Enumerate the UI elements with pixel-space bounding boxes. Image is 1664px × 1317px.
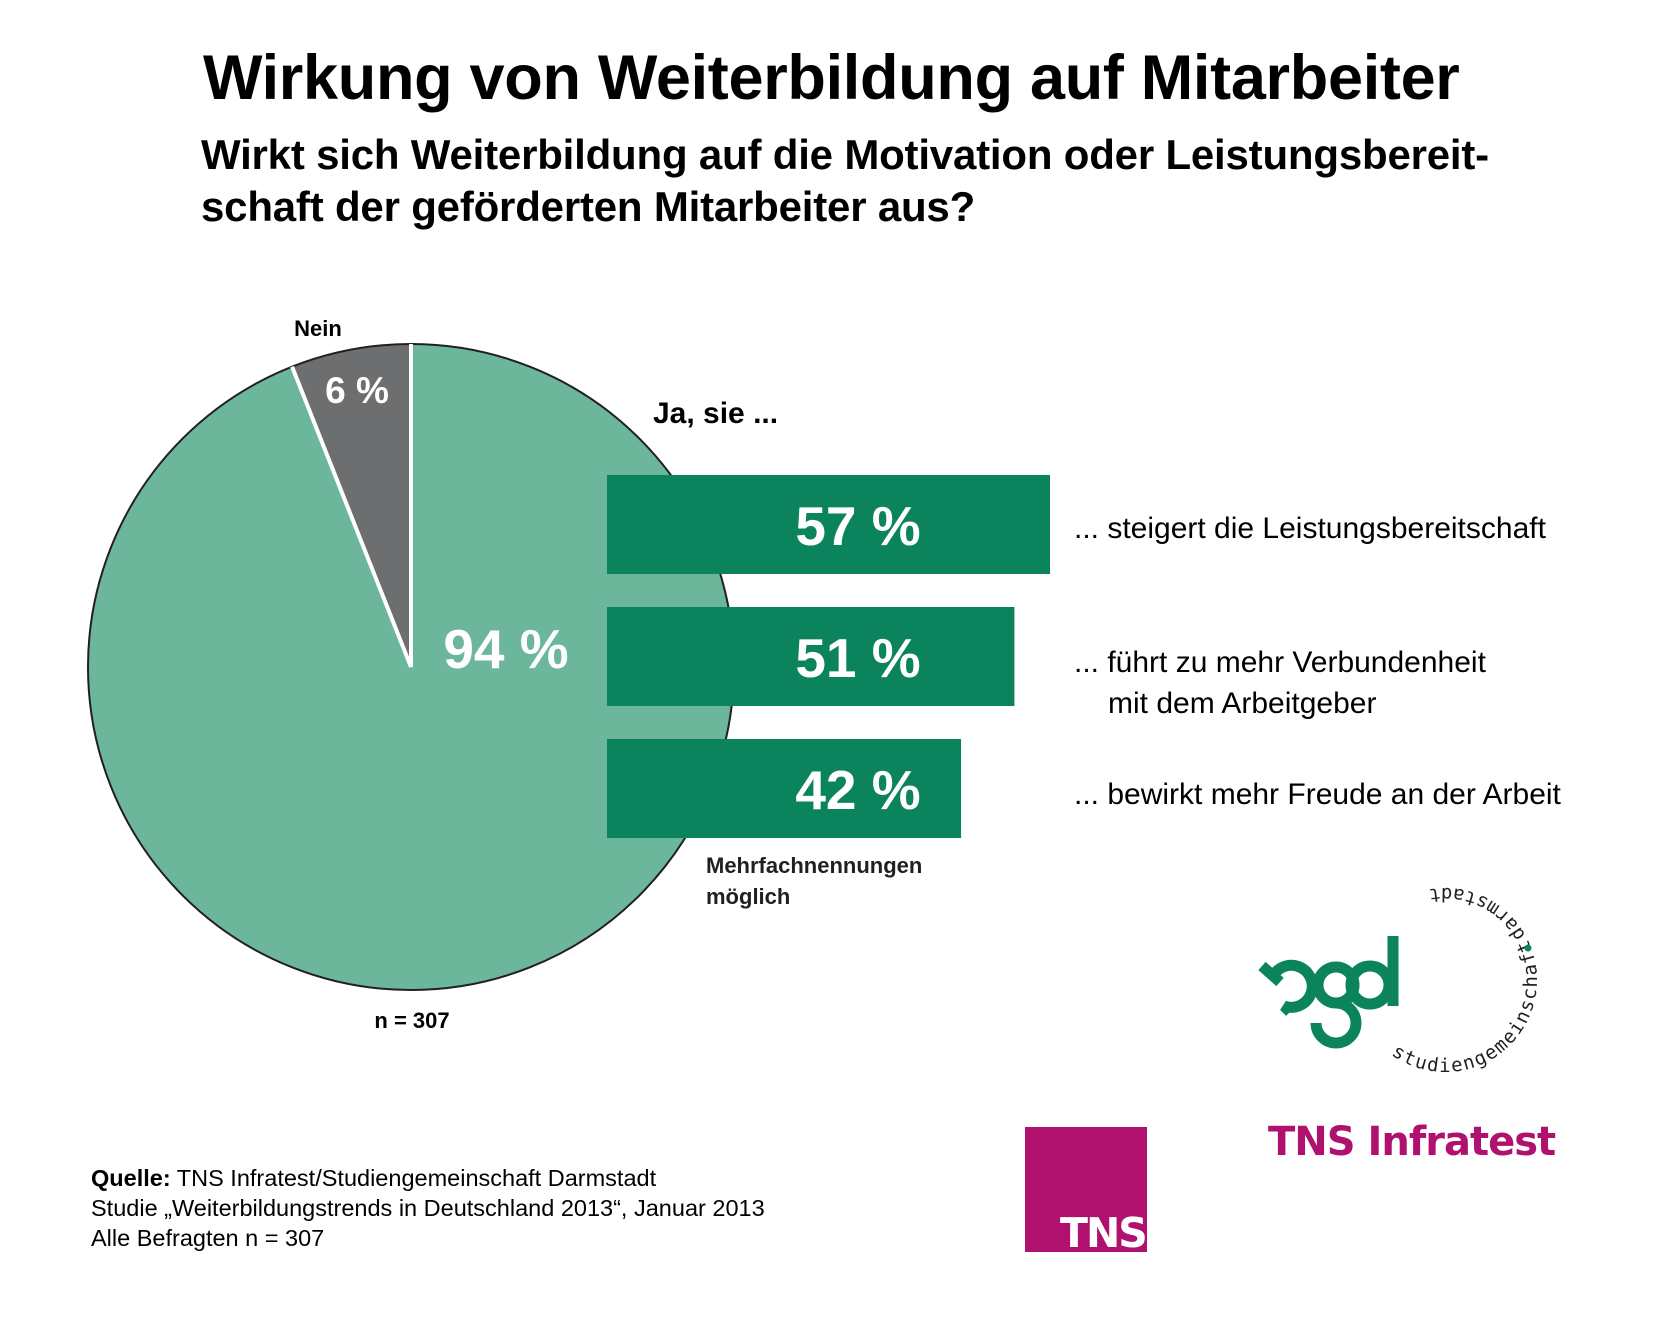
bar-value-label-2: 51 % (795, 627, 920, 689)
bar-category-label-2-line-1: ... führt zu mehr Verbundenheit (1074, 646, 1486, 679)
sgd-ring-text-top: darmstadt (1426, 883, 1530, 945)
sample-size-label: n = 307 (374, 1008, 449, 1033)
tns-logo-text: TNS (1060, 1209, 1148, 1257)
bar-group-header: Ja, sie ... (653, 397, 778, 430)
bar-category-label-3-line-1: ... bewirkt mehr Freude an der Arbeit (1074, 778, 1561, 811)
footer-source: Quelle: TNS Infratest/Studiengemeinschaf… (91, 1163, 656, 1193)
pie-value-label-yes: 94 % (443, 618, 568, 680)
sgd-ring-text-bottom: studiengemeinschaft (1388, 935, 1542, 1077)
pie-value-label-no: 6 % (325, 370, 389, 411)
bar-category-label-1: ... steigert die Leistungsbereitschaft (1074, 508, 1546, 549)
footer-source-label: Quelle: (91, 1165, 171, 1191)
bar-category-label-2: ... führt zu mehr Verbundenheit mit dem … (1074, 642, 1486, 724)
sgd-logo: studiengemeinschaft darmstadt (1258, 883, 1542, 1077)
bar-category-label-1-line-1: ... steigert die Leistungsbereitschaft (1074, 512, 1546, 545)
bar-value-label-1: 57 % (795, 495, 920, 557)
sgd-letters-icon (1258, 936, 1399, 1049)
bar-chart: 57 % 51 % 42 % (607, 475, 1051, 838)
chart-subtitle-line-2: schaft der geförderten Mitarbeiter aus? (201, 183, 976, 230)
tns-logo-box (1025, 1127, 1147, 1252)
footer-source-text: TNS Infratest/Studiengemeinschaft Darmst… (170, 1165, 657, 1191)
footer-respondents: Alle Befragten n = 307 (91, 1225, 325, 1251)
footer-study: Studie „Weiterbildungstrends in Deutschl… (91, 1195, 765, 1221)
chart-title: Wirkung von Weiterbildung auf Mitarbeite… (203, 43, 1460, 113)
bar-2 (607, 607, 1015, 706)
bar-category-label-3: ... bewirkt mehr Freude an der Arbeit (1074, 774, 1561, 815)
multiple-answers-note-line-1: Mehrfachnennungen (706, 853, 922, 878)
bar-category-label-2-line-2: mit dem Arbeitgeber (1108, 687, 1377, 720)
multiple-answers-note-line-2: möglich (706, 884, 790, 909)
bar-value-label-3: 42 % (795, 759, 920, 821)
pie-label-nein: Nein (294, 316, 342, 341)
sgd-ring-dot (1524, 944, 1532, 952)
chart-subtitle-line-1: Wirkt sich Weiterbildung auf die Motivat… (201, 131, 1489, 178)
bar-3 (607, 739, 962, 838)
tns-infratest-wordmark: TNS Infratest (1268, 1119, 1556, 1165)
pie-slice-separator (290, 365, 413, 668)
bar-1 (607, 475, 1051, 574)
pie-slice-nein (292, 344, 411, 667)
